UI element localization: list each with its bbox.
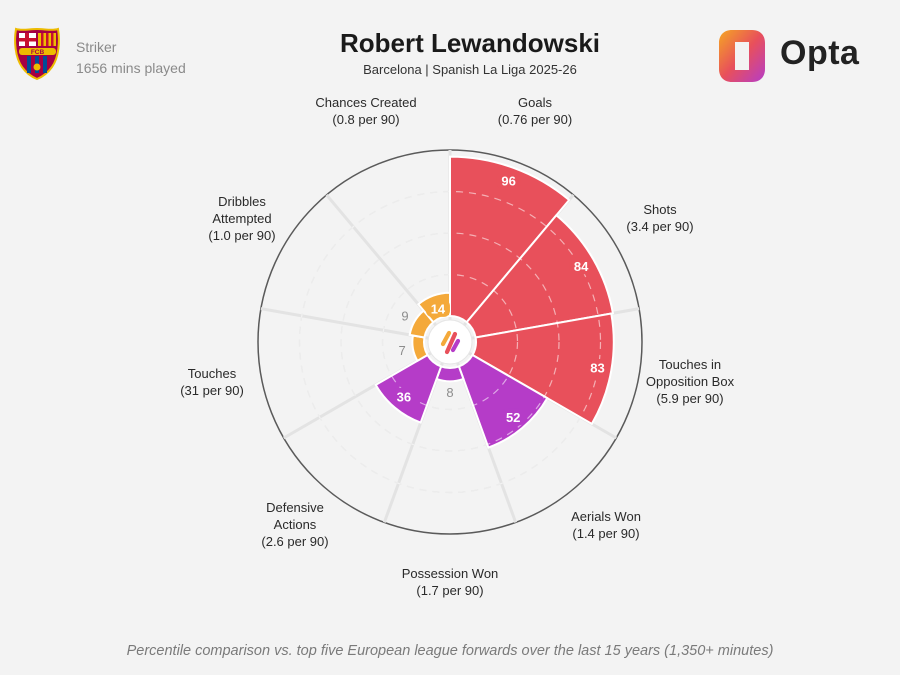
value-label: 8 <box>446 385 453 400</box>
player-position: Striker <box>76 39 117 55</box>
player-meta: Striker 1656 mins played <box>76 37 186 79</box>
bar-grid-ring <box>298 190 602 494</box>
value-label-bg <box>585 359 610 377</box>
metric-label: Shots (3.4 per 90) <box>626 202 693 234</box>
metric-label: Touches in Opposition Box (5.9 per 90) <box>646 357 735 406</box>
chart-subtitle: Barcelona | Spanish La Liga 2025-26 <box>363 62 577 77</box>
value-label-bg <box>569 257 594 275</box>
value-label: 52 <box>506 410 520 425</box>
bar-grid-ring <box>381 273 519 411</box>
value-label: 14 <box>431 301 446 316</box>
bar-attacking <box>465 213 615 339</box>
value-label: 83 <box>590 361 604 376</box>
metric-label: Possession Won (1.7 per 90) <box>402 566 499 598</box>
value-label: 36 <box>397 389 411 404</box>
metric-label: Defensive Actions (2.6 per 90) <box>261 500 328 549</box>
opta-logo-icon <box>719 30 765 82</box>
bar-attacking <box>449 155 571 324</box>
metric-label: Dribbles Attempted (1.0 per 90) <box>208 194 275 243</box>
value-label-bg <box>391 387 416 405</box>
opta-wordmark: Opta <box>780 34 860 72</box>
metric-label: Goals (0.76 per 90) <box>498 95 572 127</box>
bar-defending <box>457 353 549 449</box>
value-label-bg <box>425 299 450 317</box>
club-crest-icon: FCB <box>14 27 60 81</box>
value-label-bg <box>496 171 521 189</box>
metric-label: Chances Created (0.8 per 90) <box>315 95 416 127</box>
player-minutes: 1656 mins played <box>76 60 186 76</box>
metric-label: Aerials Won (1.4 per 90) <box>571 509 641 541</box>
value-label-bg <box>501 408 526 426</box>
value-label: 84 <box>574 259 589 274</box>
value-label: 9 <box>401 309 408 324</box>
value-label: 7 <box>399 343 406 358</box>
opta-center-logo-icon <box>440 330 461 355</box>
value-label: 96 <box>501 173 515 188</box>
chart-footnote: Percentile comparison vs. top five Europ… <box>126 643 774 659</box>
bar-grid-ring <box>340 232 560 452</box>
chart-title: Robert Lewandowski <box>339 28 601 58</box>
crest-text: FCB <box>31 49 45 56</box>
metric-label: Touches (31 per 90) <box>180 366 244 398</box>
bar-attacking <box>471 312 615 426</box>
